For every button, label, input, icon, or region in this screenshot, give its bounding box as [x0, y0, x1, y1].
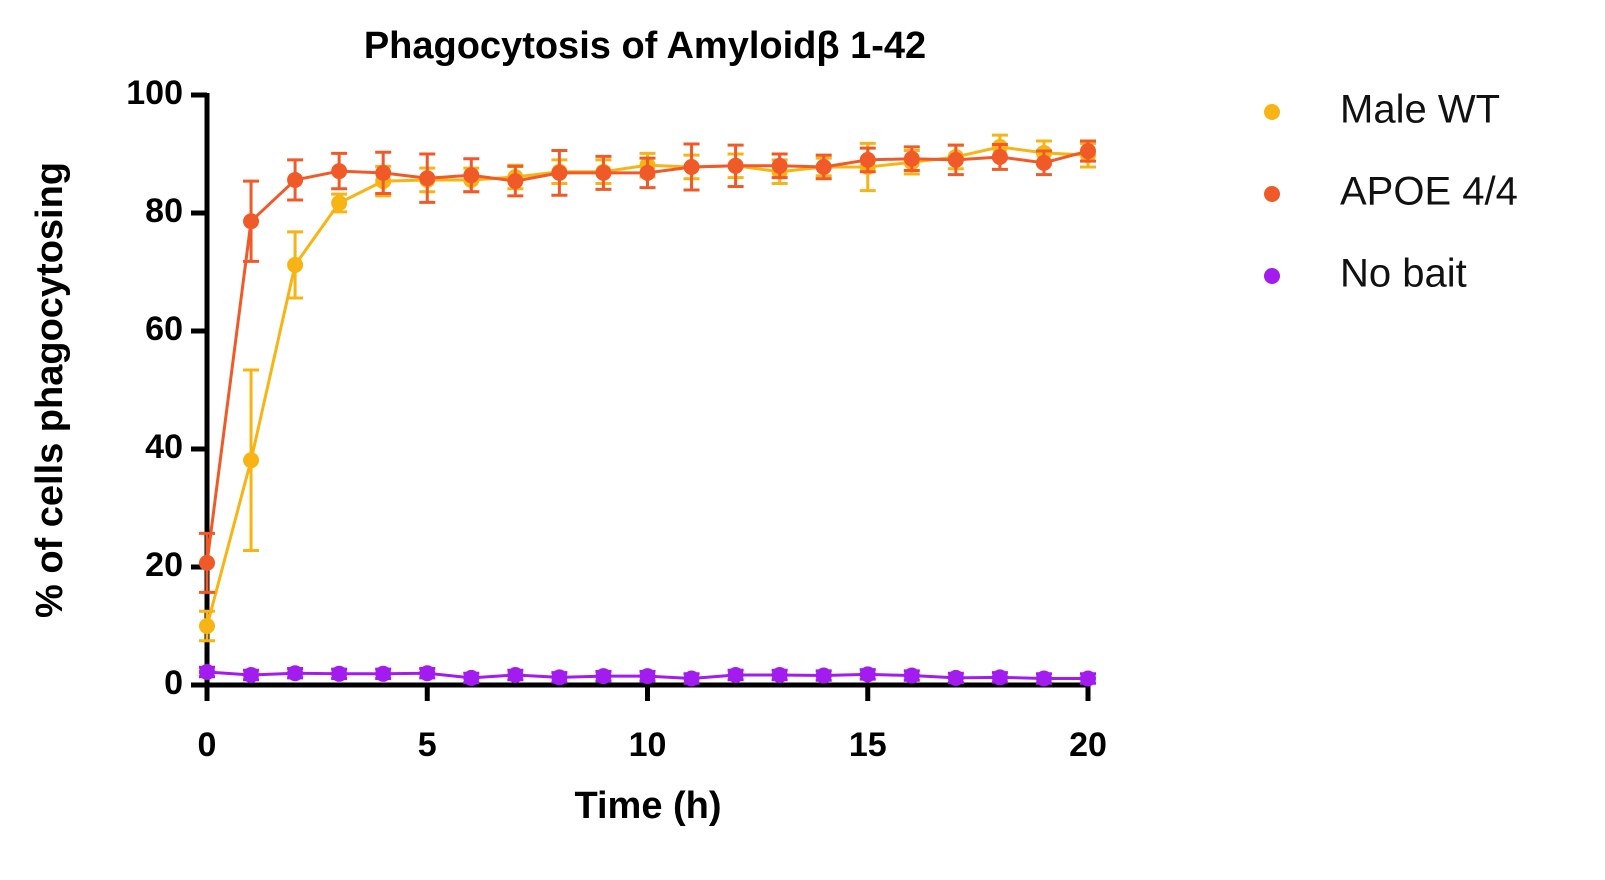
data-point: [991, 669, 1008, 686]
y-tick-label: 60: [145, 310, 183, 348]
data-point: [1035, 670, 1052, 687]
data-point: [1080, 143, 1096, 160]
data-point: [375, 164, 392, 181]
data-point: [815, 667, 832, 684]
data-point: [287, 665, 304, 682]
data-point: [287, 171, 304, 188]
y-tick-label: 20: [145, 546, 183, 584]
data-point: [243, 666, 260, 683]
legend-label: Male WT: [1340, 88, 1500, 132]
legend-marker: [1264, 186, 1280, 202]
data-point: [595, 668, 612, 685]
data-point: [243, 213, 260, 230]
data-point: [639, 668, 656, 685]
x-tick-label: 5: [418, 726, 437, 764]
data-point: [419, 170, 436, 187]
x-tick-label: 20: [1069, 726, 1107, 764]
y-tick-label: 40: [145, 428, 183, 466]
y-axis-label: % of cells phagocytosing: [29, 162, 71, 618]
data-point: [551, 164, 568, 181]
series-line: [205, 145, 1089, 627]
x-tick-label: 10: [629, 726, 667, 764]
x-axis-label: Time (h): [574, 785, 721, 827]
data-point: [859, 151, 876, 168]
data-point: [1035, 154, 1052, 171]
data-point: [815, 158, 832, 175]
data-point: [947, 669, 964, 686]
data-point: [375, 665, 392, 682]
data-point: [683, 158, 700, 175]
data-point: [727, 666, 744, 683]
legend-marker: [1264, 104, 1280, 120]
data-point: [595, 164, 612, 181]
data-point: [287, 256, 304, 273]
data-point: [903, 667, 920, 684]
data-point: [243, 452, 260, 469]
data-point: [419, 665, 436, 682]
data-point: [683, 670, 700, 687]
data-point: [1080, 670, 1096, 687]
y-tick-label: 0: [164, 664, 183, 702]
data-point: [463, 669, 480, 686]
data-point: [331, 163, 348, 180]
data-point: [903, 150, 920, 167]
data-point: [639, 164, 656, 181]
data-point: [507, 173, 524, 190]
x-tick-label: 0: [198, 726, 217, 764]
data-point: [859, 666, 876, 683]
chart-title: Phagocytosis of Amyloidβ 1-42: [364, 25, 926, 67]
legend-marker: [1264, 268, 1280, 284]
data-point: [331, 194, 348, 211]
legend-label: No bait: [1340, 252, 1467, 296]
data-point: [199, 554, 215, 571]
data-point: [551, 669, 568, 686]
data-point: [771, 666, 788, 683]
data-point: [947, 151, 964, 168]
data-point: [507, 666, 524, 683]
y-tick-label: 80: [145, 192, 183, 230]
data-point: [991, 148, 1008, 165]
legend-label: APOE 4/4: [1340, 170, 1518, 214]
data-point: [463, 167, 480, 184]
y-tick-label: 100: [126, 74, 183, 112]
data-point: [199, 664, 215, 681]
x-tick-label: 15: [849, 726, 887, 764]
data-point: [199, 618, 215, 634]
data-point: [727, 157, 744, 174]
data-point: [331, 665, 348, 682]
data-point: [771, 157, 788, 174]
